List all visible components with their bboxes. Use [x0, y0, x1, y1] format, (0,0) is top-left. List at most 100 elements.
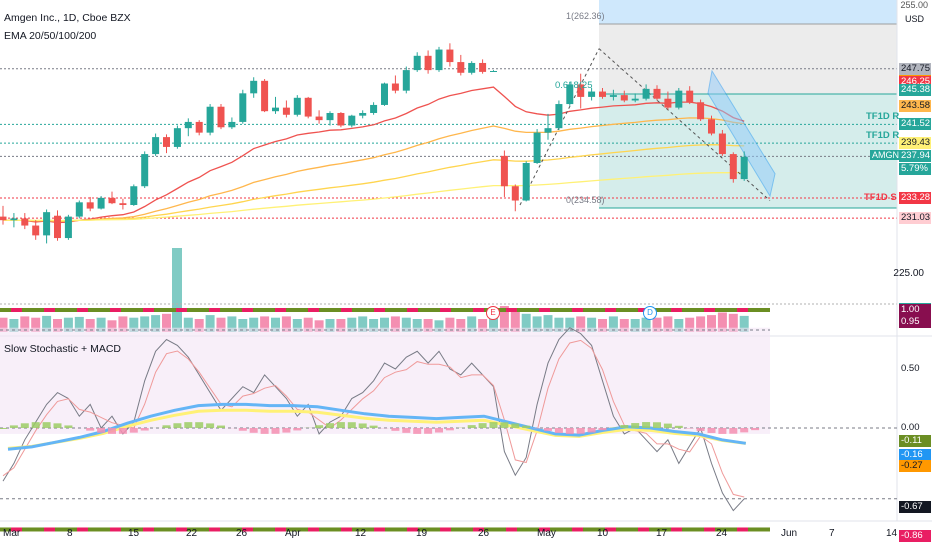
- volume-bar: [499, 306, 509, 332]
- osc-top-bar: [550, 308, 561, 312]
- volume-bar: [587, 317, 597, 332]
- price-label-4: 243.58: [899, 100, 931, 112]
- osc-top-bar: [66, 308, 77, 312]
- osc-bot-bar: [99, 527, 110, 532]
- osc-bot-bar: [385, 527, 396, 532]
- volume-bar: [369, 319, 379, 332]
- osc-bot-bar: [704, 527, 715, 532]
- volume-bar: [707, 315, 716, 332]
- price-label-0: 247.75: [899, 63, 931, 75]
- candle-body: [239, 93, 247, 122]
- macd-hist: [369, 425, 378, 428]
- osc-bot-bar: [0, 527, 11, 532]
- osc-top-bar: [451, 308, 462, 312]
- osc-bot-bar: [88, 527, 99, 532]
- candle-body: [86, 202, 94, 209]
- macd-hist: [544, 428, 552, 431]
- volume-bar: [194, 319, 204, 332]
- volume-bar: [663, 316, 673, 332]
- osc-top-bar: [77, 308, 88, 312]
- candle-body: [130, 186, 138, 205]
- x-tick-0: Mar: [3, 528, 21, 539]
- osc-bot-bar: [11, 527, 22, 532]
- osc-bot-bar: [517, 527, 528, 532]
- macd-hist: [554, 428, 563, 433]
- volume-bar: [543, 315, 553, 332]
- osc-top-bar: [330, 308, 341, 312]
- macd-hist: [620, 425, 629, 428]
- osc-top-bar: [143, 308, 154, 312]
- osc-top-bar: [759, 308, 770, 312]
- osc-bot-bar: [429, 527, 440, 532]
- tf1d-r1-label: TF1D R: [866, 111, 900, 123]
- osc-top-bar: [55, 308, 66, 312]
- macd-hist: [86, 428, 95, 431]
- candle-body: [468, 62, 476, 73]
- macd-hist: [336, 422, 345, 428]
- macd-hist: [631, 423, 640, 428]
- candle-body: [413, 55, 421, 71]
- volume-bar: [292, 319, 302, 332]
- candle-body: [729, 154, 737, 180]
- candle-body: [10, 218, 18, 221]
- macd-hist: [282, 428, 291, 433]
- osc-top-bar: [528, 308, 539, 312]
- ema-200: [3, 171, 745, 222]
- osc-top-bar: [33, 308, 44, 312]
- macd-hist: [173, 423, 182, 428]
- volume-bar: [739, 315, 749, 332]
- price-label-5: 241.52: [899, 118, 931, 130]
- candle-body: [184, 121, 192, 129]
- osc-bot-bar: [66, 527, 77, 532]
- x-tick-1: 8: [67, 528, 73, 539]
- osc-bot-bar: [671, 527, 682, 532]
- candle-body: [228, 121, 236, 128]
- volume-bar: [9, 319, 19, 332]
- candle-body: [359, 112, 367, 116]
- x-tick-10: 10: [597, 528, 609, 539]
- osc-bot-bar: [572, 527, 583, 532]
- osc-top-bar: [462, 308, 473, 312]
- macd-hist: [402, 428, 411, 433]
- osc-bot-bar: [242, 527, 253, 532]
- osc-top-bar: [308, 308, 319, 312]
- osc-top-bar: [231, 308, 242, 312]
- osc-bot-bar: [77, 527, 88, 532]
- osc-top-bar: [297, 308, 308, 312]
- volume-bar: [717, 312, 727, 332]
- macd-hist: [740, 428, 749, 433]
- osc-top-bar: [22, 308, 33, 312]
- candle-body: [740, 156, 748, 180]
- osc-top-bar: [473, 308, 484, 312]
- osc-top-bar: [627, 308, 638, 312]
- osc-bot-bar: [495, 527, 506, 532]
- chart-title: Amgen Inc., 1D, Cboe BZX: [4, 12, 131, 24]
- volume-bar: [456, 319, 466, 332]
- osc-label-2: 0.50: [901, 363, 920, 374]
- volume-bar: [260, 316, 270, 332]
- osc-top-bar: [385, 308, 396, 312]
- price-label-8: 237.94: [899, 150, 931, 162]
- volume-bar: [412, 319, 422, 332]
- volume-bar: [129, 317, 139, 332]
- volume-bar: [630, 319, 640, 332]
- osc-bot-bar: [154, 527, 165, 532]
- candle-body: [141, 154, 149, 187]
- x-tick-12: 24: [716, 528, 728, 539]
- volume-bar: [554, 317, 564, 332]
- volume-bar: [281, 316, 291, 332]
- osc-bot-bar: [638, 527, 649, 532]
- volume-bar: [510, 311, 520, 332]
- osc-bot-bar: [462, 527, 473, 532]
- osc-top-bar: [737, 308, 748, 312]
- volume-bar: [140, 316, 150, 332]
- currency-label[interactable]: USD: [904, 14, 924, 24]
- fib-bottom-label: 0(234.58): [566, 195, 605, 205]
- macd-hist: [707, 428, 716, 433]
- macd-hist: [565, 428, 574, 434]
- osc-bot-bar: [253, 527, 264, 532]
- price-label-3: 245.38: [899, 84, 931, 96]
- osc-top-bar: [264, 308, 275, 312]
